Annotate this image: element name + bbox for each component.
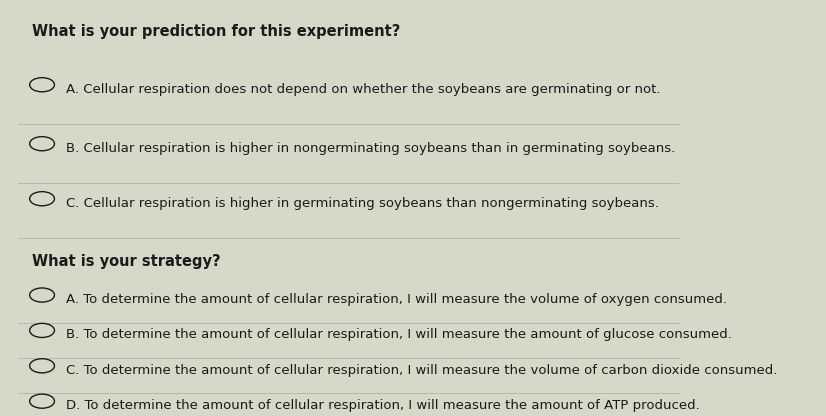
Text: What is your strategy?: What is your strategy? [31, 254, 221, 269]
Text: A. Cellular respiration does not depend on whether the soybeans are germinating : A. Cellular respiration does not depend … [66, 83, 661, 96]
Text: B. To determine the amount of cellular respiration, I will measure the amount of: B. To determine the amount of cellular r… [66, 329, 732, 342]
Text: B. Cellular respiration is higher in nongerminating soybeans than in germinating: B. Cellular respiration is higher in non… [66, 142, 676, 155]
Text: What is your prediction for this experiment?: What is your prediction for this experim… [31, 24, 400, 39]
Text: D. To determine the amount of cellular respiration, I will measure the amount of: D. To determine the amount of cellular r… [66, 399, 700, 412]
Text: A. To determine the amount of cellular respiration, I will measure the volume of: A. To determine the amount of cellular r… [66, 293, 727, 306]
Text: C. To determine the amount of cellular respiration, I will measure the volume of: C. To determine the amount of cellular r… [66, 364, 777, 377]
Text: C. Cellular respiration is higher in germinating soybeans than nongerminating so: C. Cellular respiration is higher in ger… [66, 197, 659, 210]
